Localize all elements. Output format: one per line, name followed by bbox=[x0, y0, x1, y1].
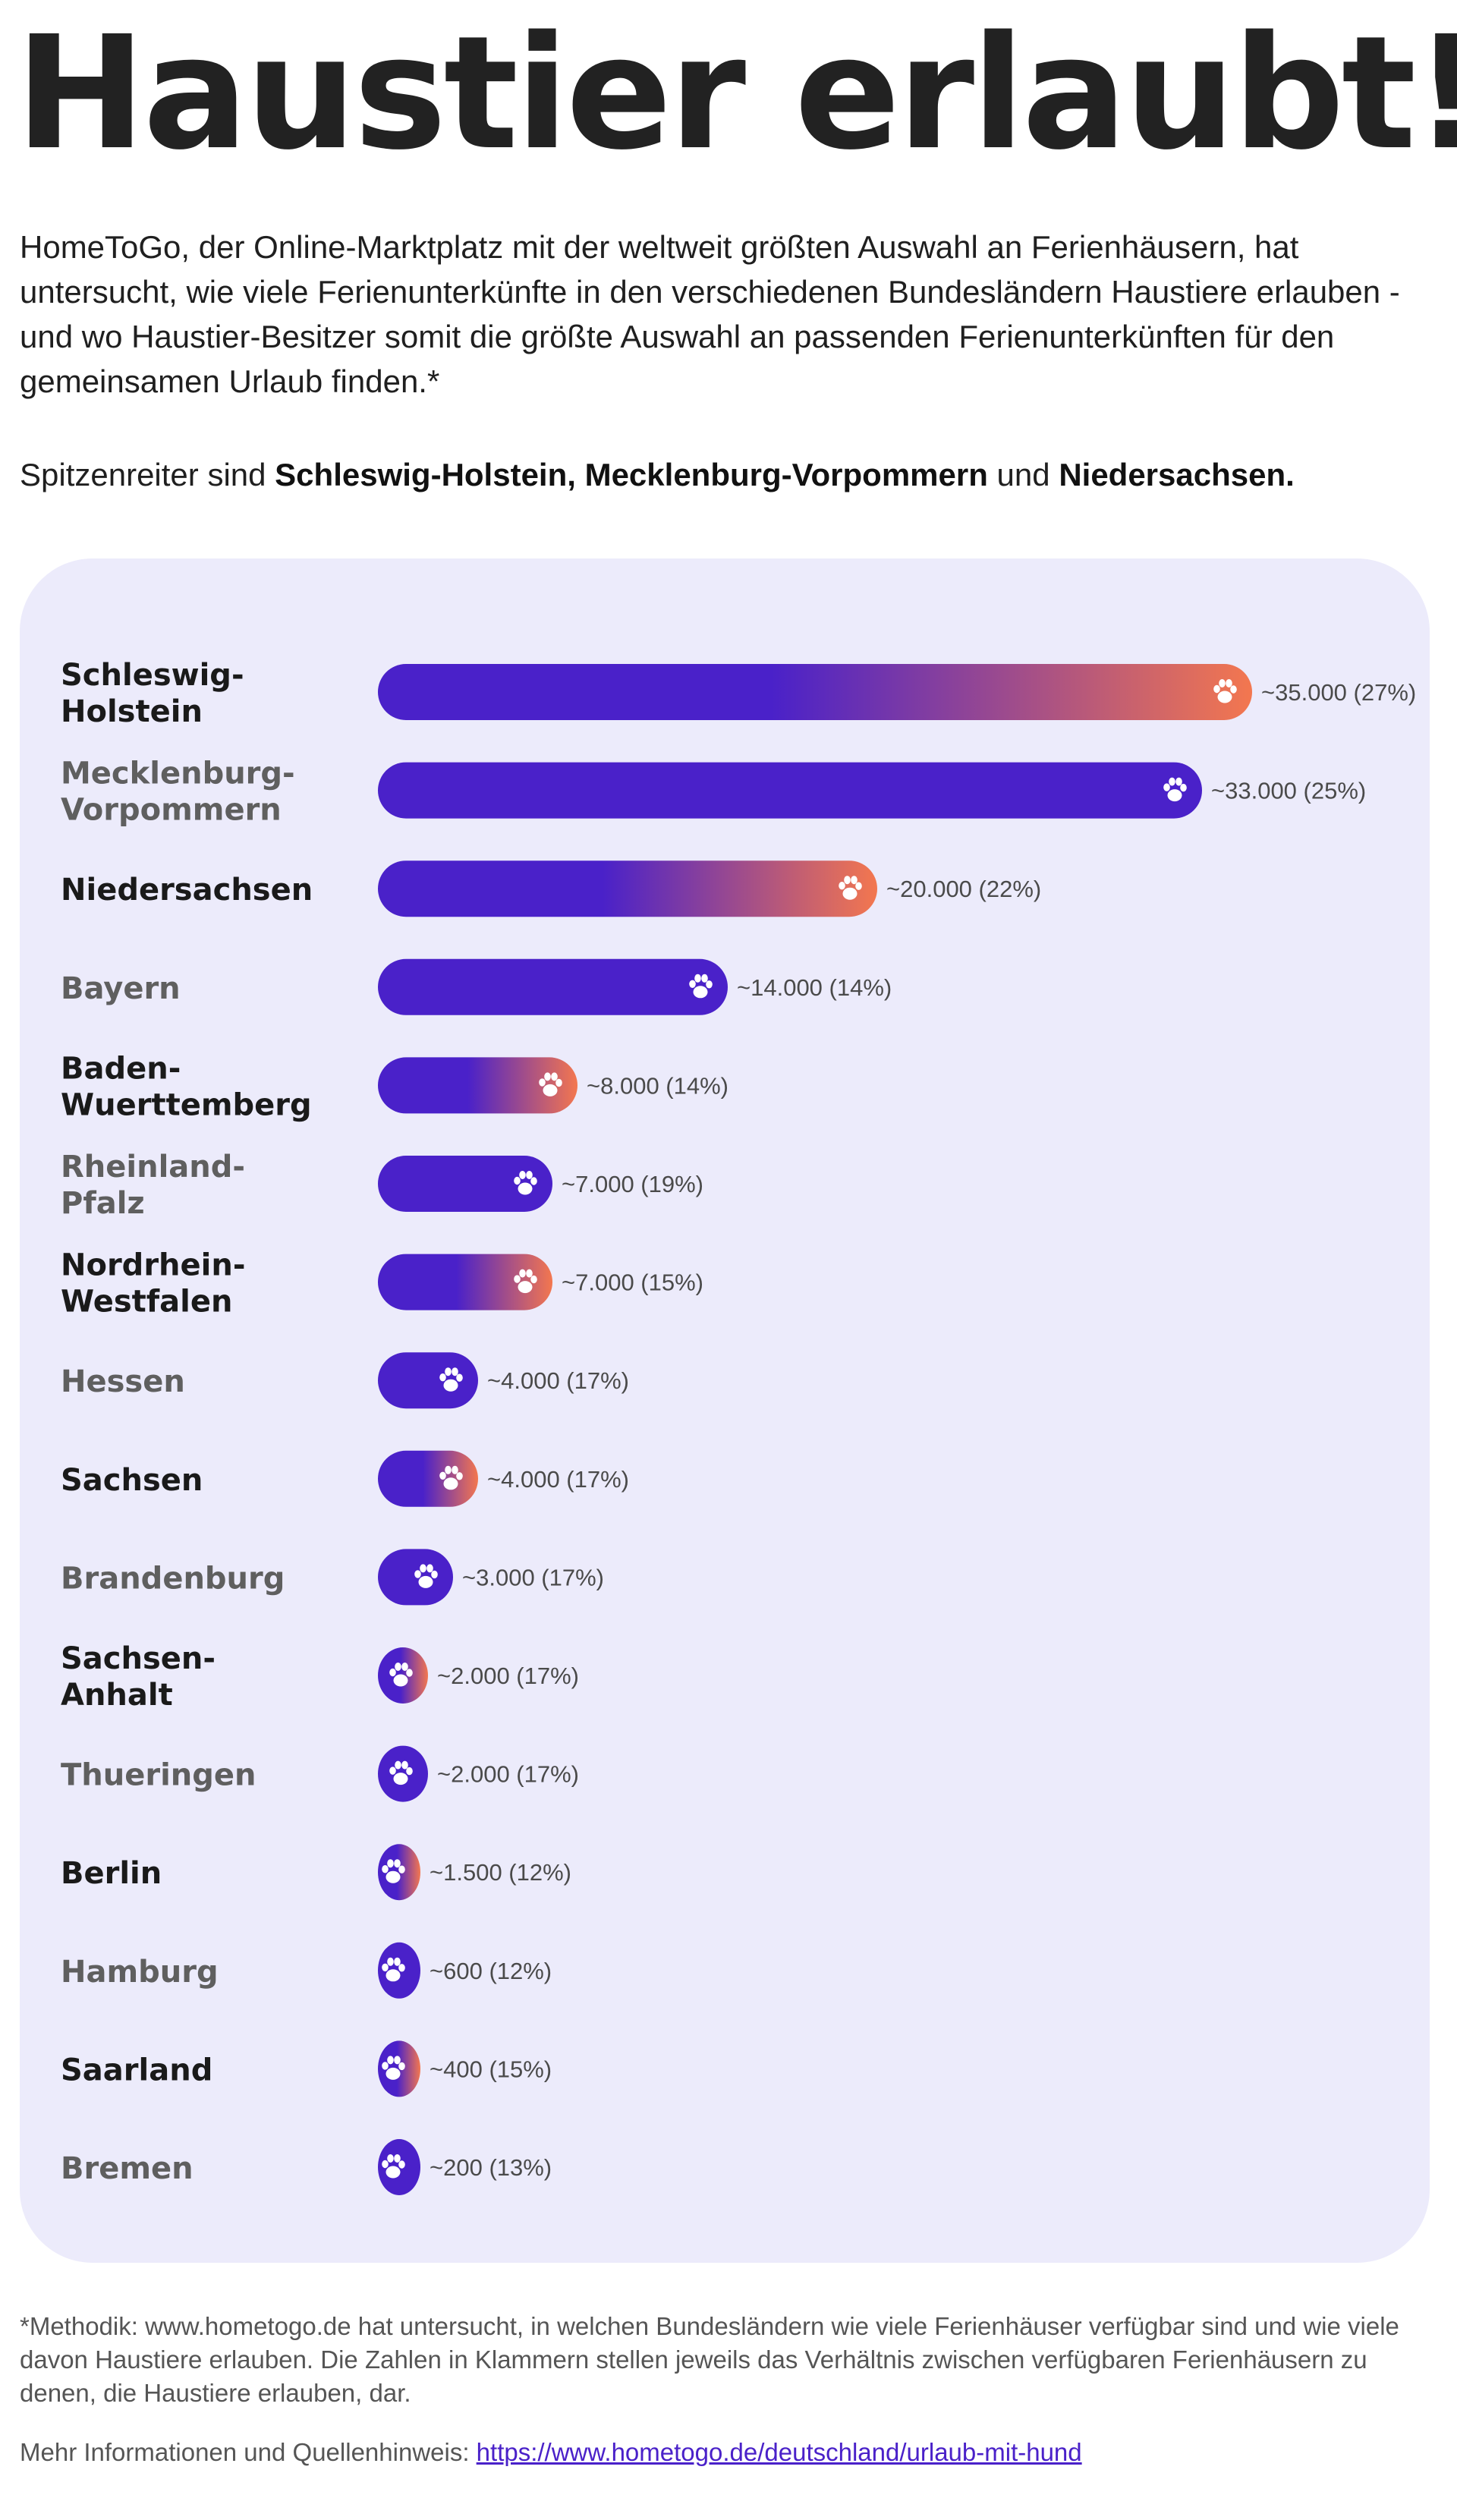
bar bbox=[378, 1057, 577, 1114]
bar bbox=[378, 1156, 552, 1212]
category-label: Holstein bbox=[61, 694, 203, 729]
category-label: Rheinland- bbox=[61, 1150, 245, 1184]
category-label: Niedersachsen bbox=[61, 873, 313, 908]
value-label: ~8.000 (14%) bbox=[587, 1072, 728, 1099]
bar bbox=[378, 1450, 478, 1507]
value-label: ~200 (13%) bbox=[430, 2154, 552, 2181]
bar bbox=[378, 1549, 453, 1606]
category-label: Anhalt bbox=[61, 1678, 173, 1713]
page-title: Haustier erlaubt! bbox=[15, 2, 1457, 184]
value-label: ~35.000 (27%) bbox=[1261, 679, 1416, 706]
bar bbox=[378, 1254, 552, 1310]
bar bbox=[378, 1352, 478, 1409]
methodology-note: *Methodik: www.hometogo.de hat untersuch… bbox=[20, 2312, 1399, 2407]
lead-bold-2: Niedersachsen. bbox=[1059, 457, 1295, 492]
lead-text: Spitzenreiter sind Schleswig-Holstein, M… bbox=[20, 452, 1401, 497]
bar bbox=[378, 2139, 420, 2195]
category-label: Brandenburg bbox=[61, 1561, 285, 1596]
category-label: Vorpommern bbox=[61, 793, 282, 828]
value-label: ~3.000 (17%) bbox=[462, 1564, 604, 1590]
category-label: Thueringen bbox=[61, 1758, 256, 1793]
category-label: Bayern bbox=[61, 971, 181, 1006]
lead-prefix: Spitzenreiter sind bbox=[20, 457, 275, 492]
more-info: Mehr Informationen und Quellenhinweis: h… bbox=[20, 2436, 1416, 2469]
value-label: ~14.000 (14%) bbox=[737, 974, 892, 1001]
value-label: ~7.000 (19%) bbox=[562, 1171, 703, 1197]
bar bbox=[378, 860, 877, 917]
value-label: ~4.000 (17%) bbox=[487, 1367, 629, 1394]
category-label: Bremen bbox=[61, 2151, 194, 2186]
intro-text: HomeToGo, der Online-Marktplatz mit der … bbox=[20, 229, 1400, 399]
category-label: Baden- bbox=[61, 1051, 181, 1086]
value-label: ~4.000 (17%) bbox=[487, 1466, 629, 1493]
value-label: ~2.000 (17%) bbox=[437, 1663, 579, 1689]
bar bbox=[378, 958, 728, 1015]
category-label: Hessen bbox=[61, 1364, 185, 1399]
bar bbox=[378, 664, 1252, 720]
category-label: Saarland bbox=[61, 2053, 212, 2087]
bar bbox=[378, 2040, 420, 2097]
bar-chart: Schleswig-Holstein ~35.000 (27%) Mecklenbu… bbox=[61, 658, 1416, 2195]
value-label: ~600 (12%) bbox=[430, 1958, 552, 1984]
bar bbox=[378, 1844, 420, 1901]
lead-bold-1: Schleswig-Holstein, Mecklenburg-Vorpomme… bbox=[275, 457, 988, 492]
category-label: Westfalen bbox=[61, 1285, 232, 1320]
category-label: Pfalz bbox=[61, 1186, 145, 1221]
bar bbox=[378, 762, 1202, 819]
more-info-label: Mehr Informationen und Quellenhinweis: bbox=[20, 2438, 477, 2466]
value-label: ~1.500 (12%) bbox=[430, 1859, 571, 1886]
category-label: Sachsen- bbox=[61, 1641, 216, 1676]
category-label: Mecklenburg- bbox=[61, 757, 295, 791]
value-label: ~2.000 (17%) bbox=[437, 1761, 579, 1788]
value-label: ~33.000 (25%) bbox=[1211, 778, 1366, 804]
value-label: ~20.000 (22%) bbox=[886, 876, 1041, 902]
value-label: ~400 (15%) bbox=[430, 2056, 552, 2082]
category-label: Wuerttemberg bbox=[61, 1087, 312, 1122]
bar bbox=[378, 1942, 420, 1999]
category-label: Sachsen bbox=[61, 1463, 203, 1498]
category-label: Berlin bbox=[61, 1856, 162, 1891]
lead-middle: und bbox=[987, 457, 1059, 492]
value-label: ~7.000 (15%) bbox=[562, 1269, 703, 1296]
chart-panel: Schleswig- Holstein ~35.000 (27%) Mecklenbu… bbox=[20, 558, 1430, 2263]
category-label: Schleswig- bbox=[61, 658, 244, 693]
category-label: Nordrhein- bbox=[61, 1248, 245, 1283]
source-link[interactable]: https://www.hometogo.de/deutschland/urla… bbox=[476, 2438, 1082, 2466]
category-label: Hamburg bbox=[61, 1955, 219, 1990]
